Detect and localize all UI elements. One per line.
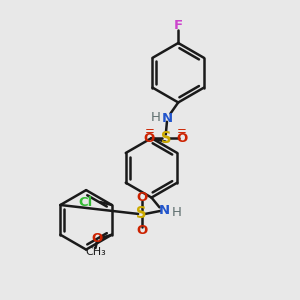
Text: Cl: Cl [78,196,92,208]
Text: O: O [136,191,147,204]
Text: H: H [151,111,160,124]
Text: N: N [161,112,172,125]
Text: N: N [158,204,169,218]
Text: =: = [177,125,187,138]
Text: O: O [176,132,188,145]
Text: CH₃: CH₃ [85,247,106,257]
Text: =: = [145,125,154,138]
Text: F: F [174,19,183,32]
Text: S: S [136,206,147,221]
Text: S: S [160,130,171,146]
Text: O: O [92,232,103,245]
Text: H: H [171,206,181,219]
Text: O: O [144,132,155,145]
Text: O: O [136,224,147,237]
